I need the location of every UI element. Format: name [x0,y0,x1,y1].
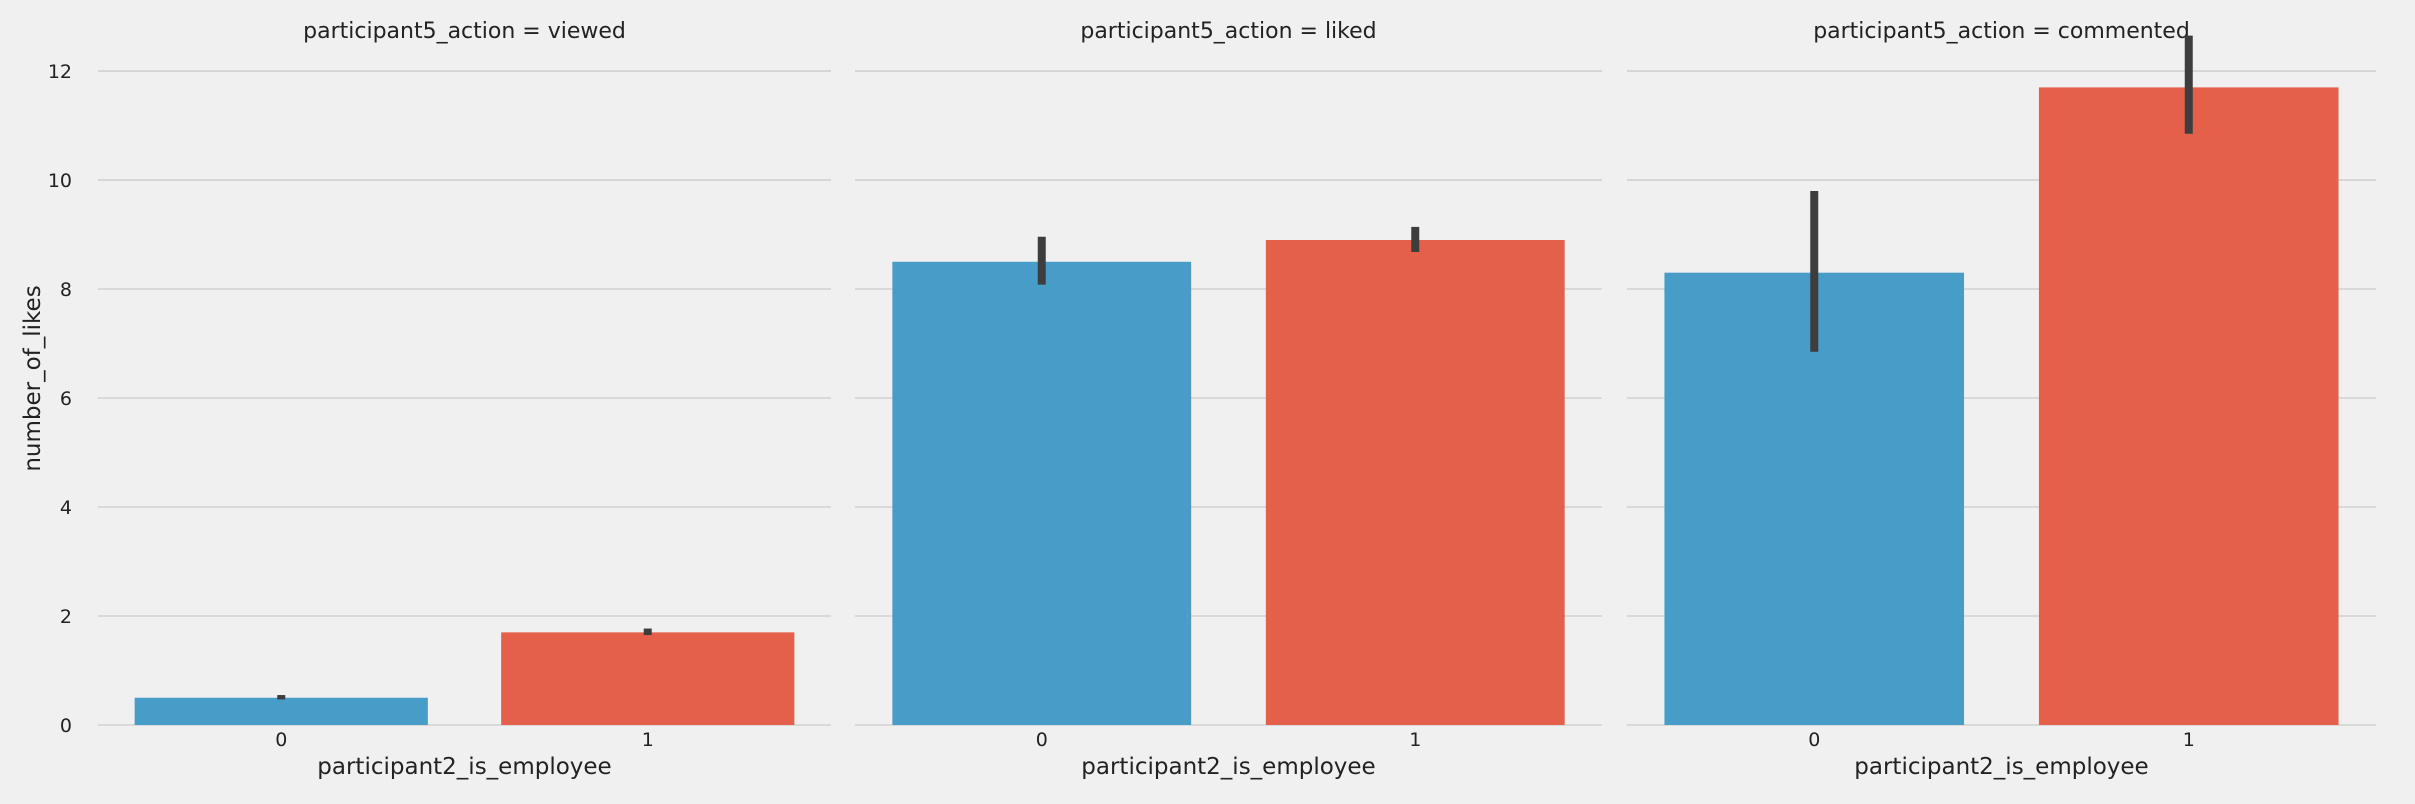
bar-category-1 [1265,239,1565,725]
facet-title: participant5_action = commented [1813,19,2190,44]
y-tick-label: 8 [60,279,72,301]
x-tick-label: 1 [642,729,654,751]
x-axis-label: participant2_is_employee [1854,754,2148,780]
x-tick-label: 1 [2183,729,2195,751]
x-tick-label: 0 [1036,729,1048,751]
y-tick-label: 10 [48,170,72,192]
x-axis-label: participant2_is_employee [1081,754,1375,780]
facet-title: participant5_action = liked [1080,19,1376,44]
y-axis-label: number_of_likes [20,285,46,471]
facet-title: participant5_action = viewed [303,19,626,44]
bar-category-0 [134,697,428,725]
y-tick-label: 2 [60,606,72,628]
y-tick-label: 12 [48,61,72,83]
y-tick-label: 0 [60,715,72,737]
y-tick-label: 6 [60,388,72,410]
x-axis-label: participant2_is_employee [317,754,611,780]
bar-category-1 [501,632,795,725]
x-tick-label: 0 [1808,729,1820,751]
bar-category-1 [2038,87,2339,726]
bar-category-0 [892,261,1192,725]
x-tick-label: 0 [275,729,287,751]
y-tick-label: 4 [60,497,72,519]
x-tick-label: 1 [1409,729,1421,751]
